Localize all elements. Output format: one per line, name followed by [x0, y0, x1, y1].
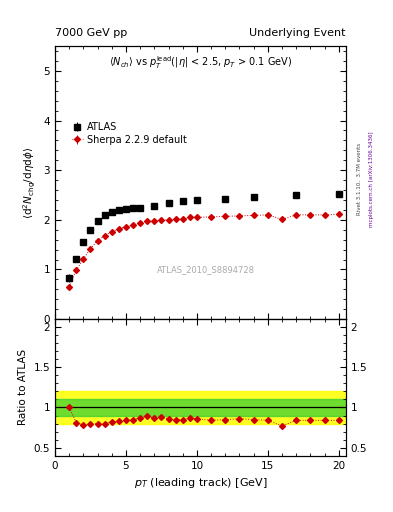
Text: ATLAS_2010_S8894728: ATLAS_2010_S8894728	[157, 266, 255, 274]
Y-axis label: Ratio to ATLAS: Ratio to ATLAS	[18, 349, 28, 425]
Bar	[55, 392, 346, 423]
Bar	[55, 399, 346, 416]
Text: mcplots.cern.ch [arXiv:1306.3436]: mcplots.cern.ch [arXiv:1306.3436]	[369, 132, 374, 227]
Text: 7000 GeV pp: 7000 GeV pp	[55, 28, 127, 38]
Legend: ATLAS, Sherpa 2.2.9 default: ATLAS, Sherpa 2.2.9 default	[72, 122, 187, 145]
Text: $\langle N_{ch}\rangle$ vs $p_T^{\rm lead}$($|\eta|$ < 2.5, $p_T$ > 0.1 GeV): $\langle N_{ch}\rangle$ vs $p_T^{\rm lea…	[109, 54, 292, 71]
X-axis label: $p_T$ (leading track) [GeV]: $p_T$ (leading track) [GeV]	[134, 476, 267, 490]
Text: Rivet 3.1.10,  3.7M events: Rivet 3.1.10, 3.7M events	[357, 143, 362, 215]
Text: Underlying Event: Underlying Event	[249, 28, 346, 38]
Y-axis label: $\langle$d$^2N_{\rm chg}$/d$\eta$d$\phi\rangle$: $\langle$d$^2N_{\rm chg}$/d$\eta$d$\phi\…	[22, 146, 38, 219]
